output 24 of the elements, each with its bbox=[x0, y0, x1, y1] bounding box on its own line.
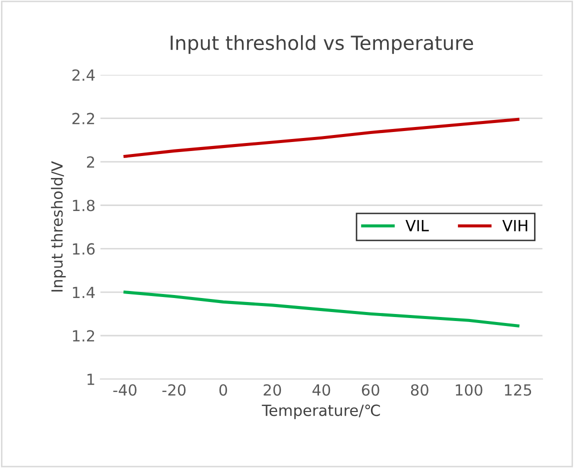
x-tick-label: -20 bbox=[162, 384, 186, 396]
chart-title: Input threshold vs Temperature bbox=[170, 35, 474, 54]
legend-label: VIL bbox=[406, 220, 429, 232]
x-tick-label: 100 bbox=[456, 384, 482, 396]
x-tick-label: 80 bbox=[410, 384, 428, 396]
x-tick-label: 20 bbox=[264, 384, 282, 396]
y-tick-label: 1 bbox=[88, 374, 94, 385]
line-series bbox=[123, 290, 520, 328]
y-tick-label: 2.4 bbox=[72, 69, 95, 81]
y-tick-label: 1.4 bbox=[72, 286, 95, 298]
x-tick-label: 125 bbox=[504, 384, 532, 396]
x-axis-title: Temperature/℃ bbox=[262, 404, 380, 420]
y-tick-label: 2.2 bbox=[72, 112, 94, 124]
line-series bbox=[123, 118, 520, 158]
x-tick-label: 0 bbox=[219, 384, 228, 396]
y-tick-label: 1.6 bbox=[72, 243, 95, 255]
x-tick-label: 60 bbox=[362, 384, 380, 396]
y-axis-title: Input threshold/V bbox=[50, 161, 66, 292]
y-tick-label: 1.8 bbox=[72, 200, 95, 212]
y-tick-label: 1.2 bbox=[72, 330, 94, 342]
legend-label: VIH bbox=[502, 220, 528, 232]
y-tick-label: 2 bbox=[86, 156, 94, 168]
x-tick-label: 40 bbox=[312, 384, 330, 396]
x-tick-label: -40 bbox=[113, 384, 136, 396]
